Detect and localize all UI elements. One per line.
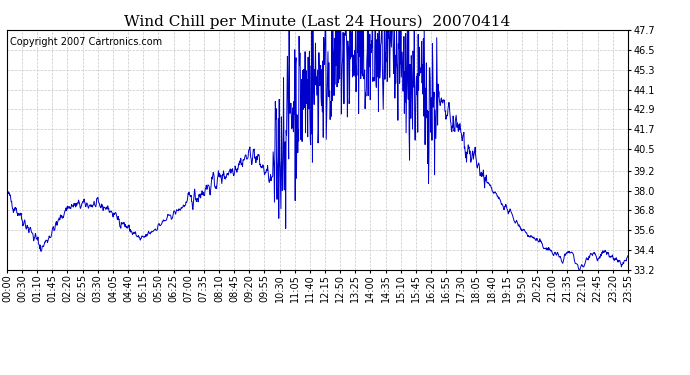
- Text: Copyright 2007 Cartronics.com: Copyright 2007 Cartronics.com: [10, 37, 162, 47]
- Title: Wind Chill per Minute (Last 24 Hours)  20070414: Wind Chill per Minute (Last 24 Hours) 20…: [124, 15, 511, 29]
